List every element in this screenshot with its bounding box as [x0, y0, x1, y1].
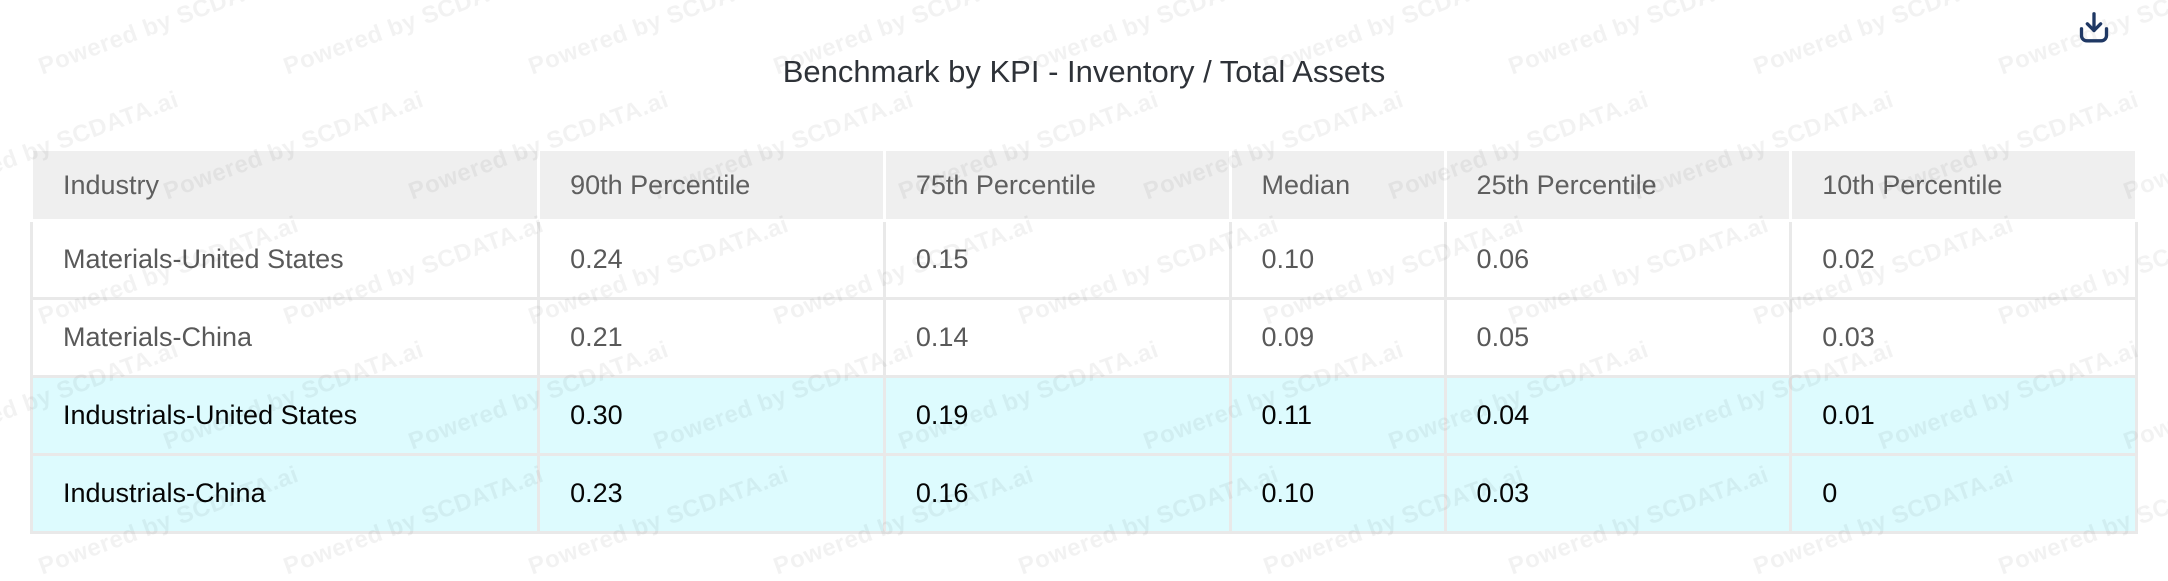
cell-value: 0.19 [885, 378, 1232, 456]
table-row[interactable]: Industrials-China 0.23 0.16 0.10 0.03 0 [30, 456, 2138, 534]
cell-value: 0.09 [1231, 300, 1447, 378]
table-row[interactable]: Industrials-United States 0.30 0.19 0.11… [30, 378, 2138, 456]
table-row[interactable]: Materials-United States 0.24 0.15 0.10 0… [30, 222, 2138, 300]
cell-value: 0.14 [885, 300, 1232, 378]
cell-value: 0.06 [1446, 222, 1793, 300]
column-header-90th-percentile[interactable]: 90th Percentile [540, 148, 886, 222]
cell-value: 0.03 [1792, 300, 2138, 378]
cell-value: 0.15 [885, 222, 1232, 300]
cell-value: 0.03 [1446, 456, 1793, 534]
column-header-industry[interactable]: Industry [30, 148, 541, 222]
row-label: Industrials-China [30, 456, 541, 534]
cell-value: 0.10 [1231, 456, 1447, 534]
cell-value: 0.02 [1792, 222, 2138, 300]
row-label: Materials-China [30, 300, 541, 378]
cell-value: 0.05 [1446, 300, 1793, 378]
download-button[interactable] [2070, 4, 2118, 52]
cell-value: 0.16 [885, 456, 1232, 534]
cell-value: 0.24 [540, 222, 886, 300]
column-header-10th-percentile[interactable]: 10th Percentile [1792, 148, 2138, 222]
table-row[interactable]: Materials-China 0.21 0.14 0.09 0.05 0.03 [30, 300, 2138, 378]
cell-value: 0 [1792, 456, 2138, 534]
table-header-row: Industry 90th Percentile 75th Percentile… [30, 148, 2138, 222]
column-header-25th-percentile[interactable]: 25th Percentile [1446, 148, 1793, 222]
cell-value: 0.10 [1231, 222, 1447, 300]
column-header-median[interactable]: Median [1231, 148, 1447, 222]
column-header-75th-percentile[interactable]: 75th Percentile [885, 148, 1232, 222]
benchmark-table: Industry 90th Percentile 75th Percentile… [30, 148, 2138, 534]
page-title: Benchmark by KPI - Inventory / Total Ass… [782, 54, 1386, 89]
cell-value: 0.11 [1231, 378, 1447, 456]
download-icon [2079, 12, 2109, 43]
cell-value: 0.30 [540, 378, 886, 456]
row-label: Industrials-United States [30, 378, 541, 456]
cell-value: 0.23 [540, 456, 886, 534]
cell-value: 0.01 [1792, 378, 2138, 456]
cell-value: 0.21 [540, 300, 886, 378]
row-label: Materials-United States [30, 222, 541, 300]
cell-value: 0.04 [1446, 378, 1793, 456]
